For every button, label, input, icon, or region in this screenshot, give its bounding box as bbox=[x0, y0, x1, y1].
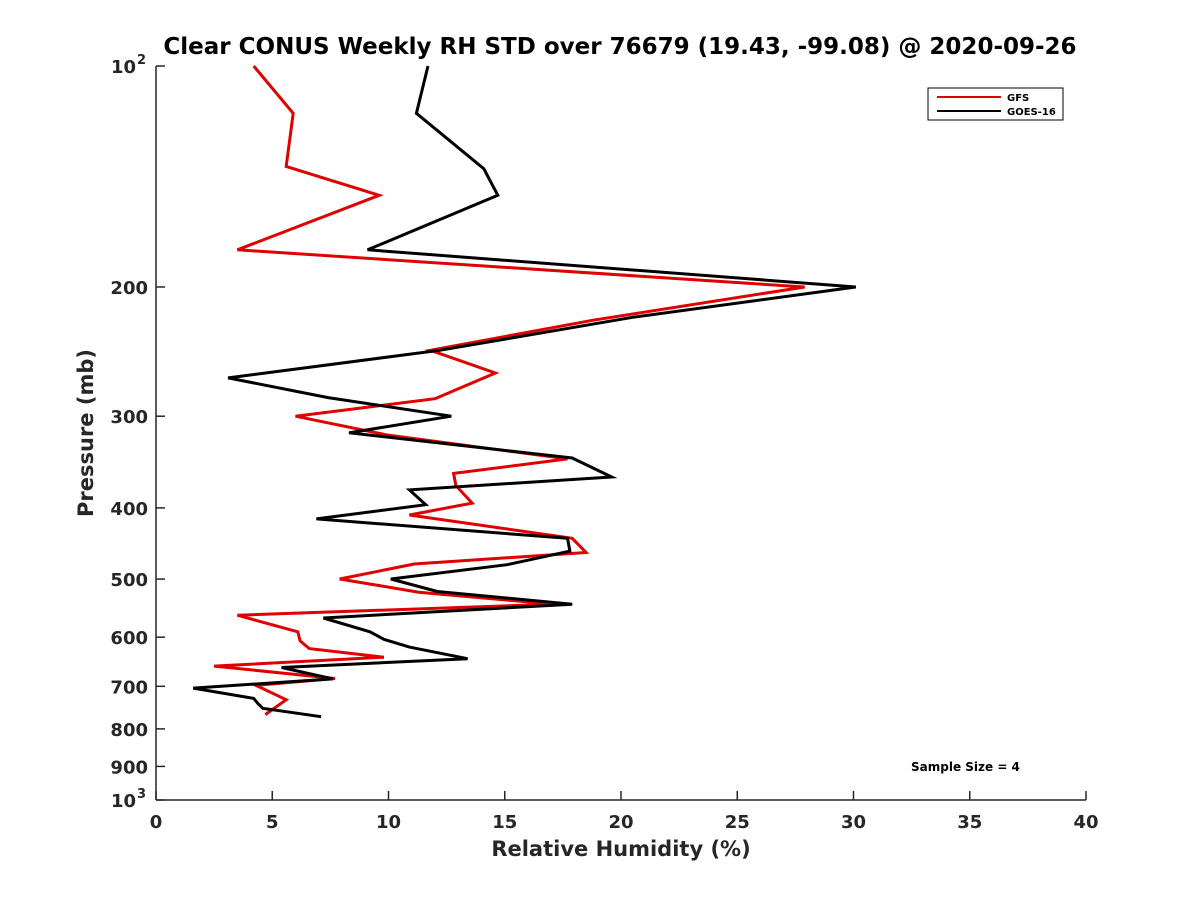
y-tick-label: 10 bbox=[111, 791, 136, 812]
x-tick-label: 20 bbox=[608, 812, 633, 833]
y-tick-label: 900 bbox=[110, 757, 148, 778]
y-tick-label: 800 bbox=[110, 720, 148, 741]
x-tick-label: 40 bbox=[1073, 812, 1098, 833]
y-tick-label: 10 bbox=[111, 57, 136, 78]
x-tick-label: 0 bbox=[150, 812, 163, 833]
y-tick-exponent: 3 bbox=[137, 787, 146, 802]
legend-label-goes16: GOES-16 bbox=[1007, 107, 1056, 118]
x-axis-label: Relative Humidity (%) bbox=[491, 837, 750, 861]
legend-label-gfs: GFS bbox=[1007, 93, 1029, 104]
sample-size-annotation: Sample Size = 4 bbox=[911, 760, 1020, 774]
legend-box bbox=[927, 87, 1064, 121]
y-tick-label: 200 bbox=[110, 278, 148, 299]
x-tick-label: 10 bbox=[376, 812, 401, 833]
y-tick-label: 400 bbox=[110, 499, 148, 520]
plot-area bbox=[192, 65, 857, 719]
series-layer bbox=[192, 65, 857, 719]
series-line-gfs bbox=[213, 65, 805, 716]
y-tick-exponent: 2 bbox=[137, 53, 146, 68]
y-tick-label: 700 bbox=[110, 677, 148, 698]
x-ticks: 0 5 10 15 20 25 30 35 40 bbox=[150, 791, 1099, 833]
x-tick-label: 25 bbox=[725, 812, 750, 833]
x-tick-label: 15 bbox=[492, 812, 517, 833]
x-tick-label: 5 bbox=[266, 812, 279, 833]
x-tick-label: 30 bbox=[841, 812, 866, 833]
x-tick-label: 35 bbox=[957, 812, 982, 833]
y-tick-label: 600 bbox=[110, 628, 148, 649]
y-tick-label: 300 bbox=[110, 407, 148, 428]
axes: 0 5 10 15 20 25 30 35 40 10 220030040050060070080… bbox=[110, 53, 1098, 833]
legend: GFS GOES-16 bbox=[927, 87, 1064, 121]
y-tick-label: 500 bbox=[110, 570, 148, 591]
chart-title: Clear CONUS Weekly RH STD over 76679 (19… bbox=[163, 34, 1076, 60]
y-axis-label: Pressure (mb) bbox=[74, 349, 98, 517]
series-line-goes16 bbox=[192, 65, 857, 719]
